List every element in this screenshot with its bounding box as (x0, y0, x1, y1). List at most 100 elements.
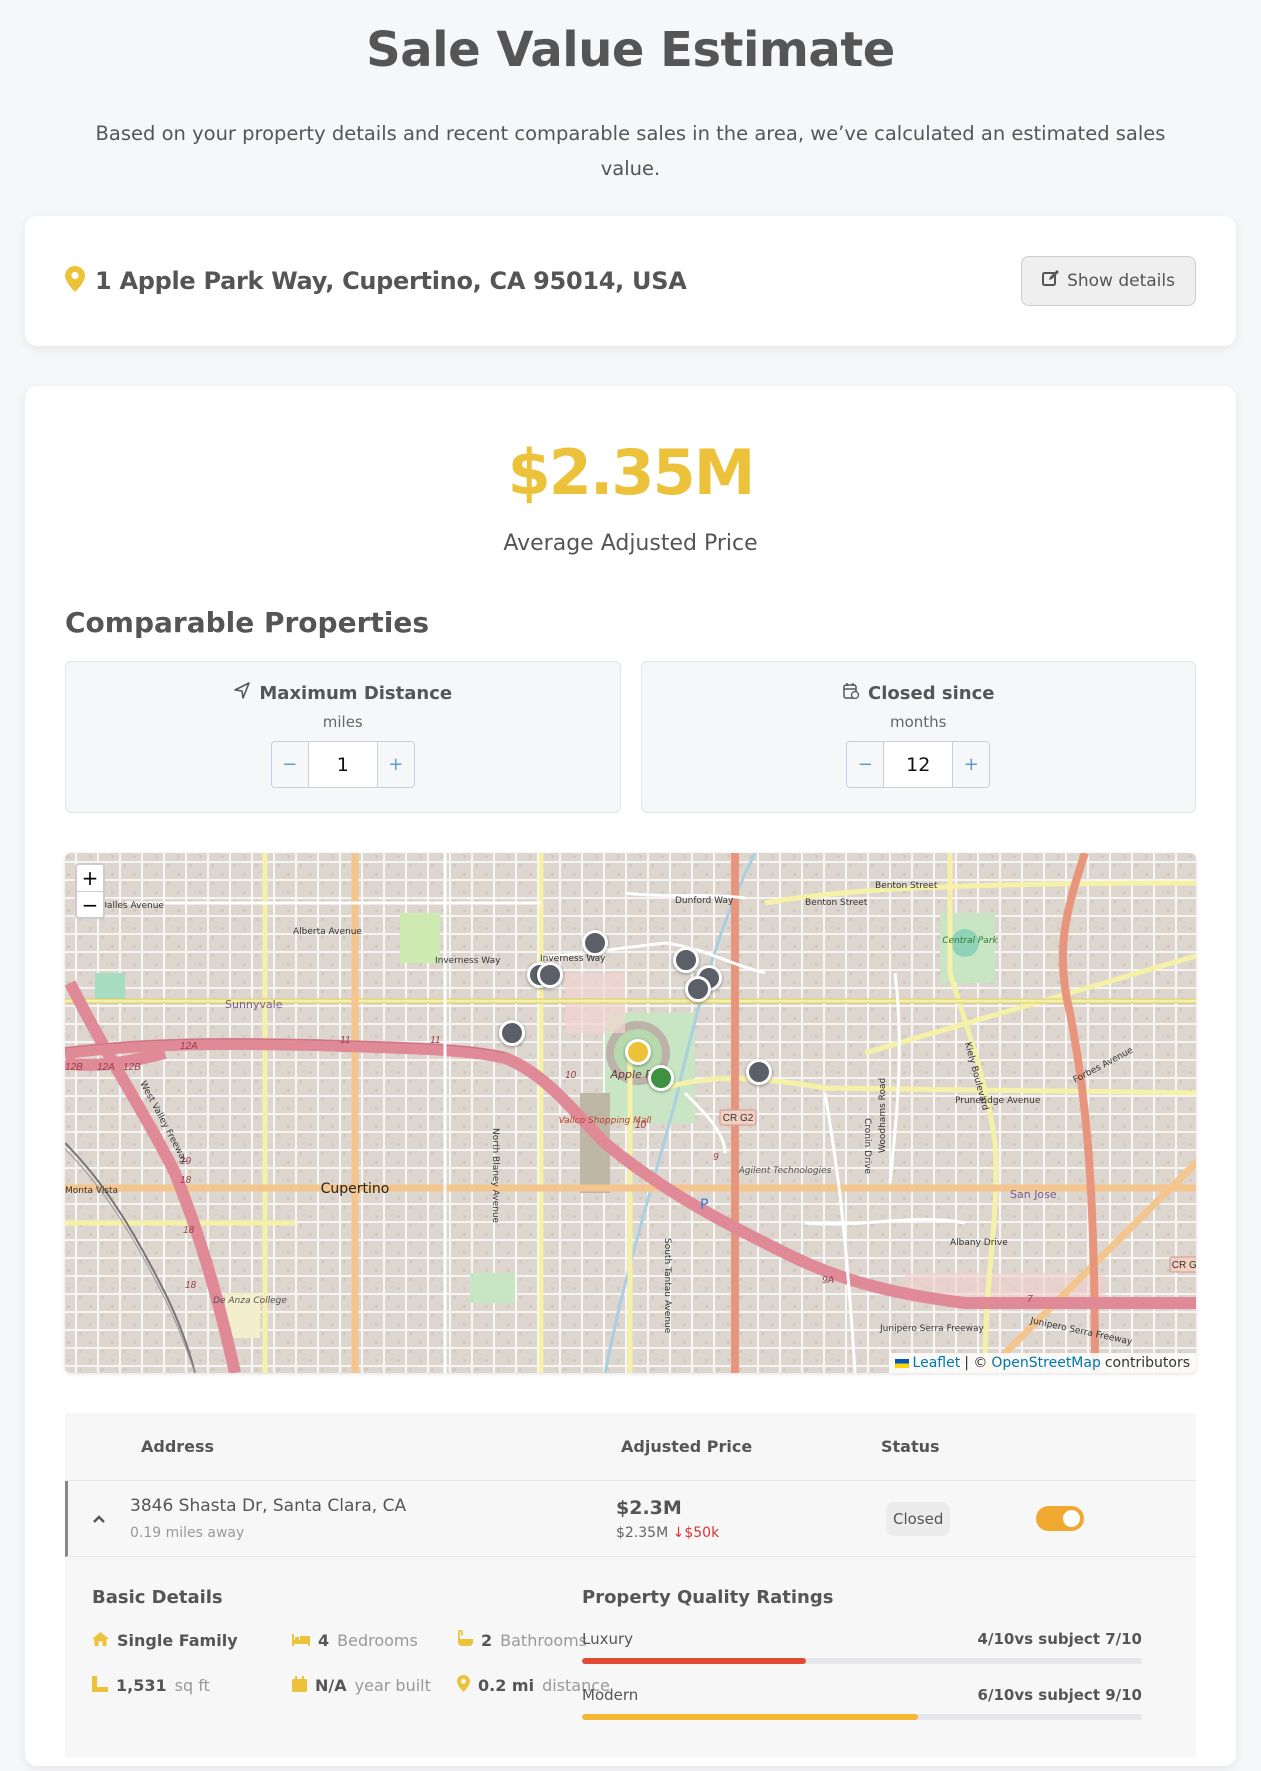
comparable-marker[interactable] (673, 947, 699, 973)
svg-text:10: 10 (635, 1120, 647, 1131)
zoom-in-button[interactable]: + (77, 865, 103, 891)
map-pin-icon (457, 1675, 470, 1696)
show-details-button[interactable]: Show details (1021, 256, 1196, 306)
table-header: Address Adjusted Price Status (65, 1413, 1196, 1481)
closed-since-unit: months (890, 713, 947, 731)
comparables-title: Comparable Properties (65, 606, 430, 639)
map-zoom-control: + − (75, 863, 105, 919)
comparables-map[interactable]: CR G2 CR G4 11 11 12A 12B 12A 12B 10 10 18 18 1… (65, 853, 1196, 1373)
navigation-icon (233, 682, 251, 705)
comparable-marker[interactable] (582, 930, 608, 956)
map-pin-icon (65, 266, 85, 296)
page-title: Sale Value Estimate (366, 22, 895, 78)
quality-ratings: Property Quality Ratings Luxury 4/10vs s… (582, 1587, 1169, 1757)
map-label-agilent: Agilent Technologies (738, 1166, 832, 1176)
collapse-row-button[interactable] (68, 1509, 130, 1528)
leaflet-link[interactable]: Leaflet (912, 1355, 961, 1371)
map-tiles[interactable]: CR G2 CR G4 11 11 12A 12B 12A 12B 10 10 18 18 1… (65, 853, 1196, 1373)
comparable-marker[interactable] (537, 962, 563, 988)
map-label-woodhams: Woodhams Road (878, 1078, 888, 1153)
rating-bar (582, 1658, 1142, 1664)
calendar-clock-icon (842, 682, 860, 705)
estimated-value: $2.35M (507, 436, 756, 509)
closed-since-stepper: − + (846, 741, 991, 788)
svg-text:9: 9 (713, 1152, 719, 1163)
comparable-details: Basic Details Single Family 4 Bedrooms (65, 1557, 1196, 1757)
map-label-benton-2: Benton Street (875, 881, 938, 891)
map-label-monta-vista: Monta Vista (65, 1186, 118, 1196)
map-label-junipero-1: Junipero Serra Freeway (879, 1324, 985, 1334)
estimated-value-label: Average Adjusted Price (503, 531, 758, 556)
zoom-out-button[interactable]: − (77, 891, 103, 917)
chevron-up-icon (92, 1509, 106, 1528)
arrow-down-icon: ↓ (672, 1524, 685, 1541)
map-label-san-jose: San Jose (1010, 1188, 1057, 1201)
svg-text:10: 10 (565, 1070, 577, 1081)
max-distance-input[interactable] (307, 742, 378, 787)
max-distance-stepper: − + (270, 741, 415, 788)
svg-text:12B: 12B (65, 1062, 83, 1073)
openstreetmap-link[interactable]: OpenStreetMap (991, 1355, 1101, 1371)
comparables-table: Address Adjusted Price Status 3846 Shast… (65, 1413, 1196, 1757)
bed-icon (292, 1631, 310, 1650)
svg-text:18: 18 (185, 1280, 197, 1291)
subject-property-marker[interactable] (625, 1039, 651, 1065)
rating-label: Modern (582, 1686, 639, 1704)
comparable-marker[interactable] (499, 1020, 525, 1046)
comparable-price-delta: $50k (684, 1524, 720, 1541)
rating-bar (582, 1714, 1142, 1720)
subject-address-card: 1 Apple Park Way, Cupertino, CA 95014, U… (25, 216, 1236, 346)
svg-text:12A: 12A (97, 1062, 115, 1073)
home-icon (92, 1631, 109, 1650)
map-label-pruneridge: Pruneridge Avenue (955, 1096, 1041, 1106)
status-badge: Closed (886, 1501, 951, 1536)
bath-icon (457, 1629, 473, 1651)
closed-since-decrement[interactable]: − (847, 742, 884, 787)
comparable-address: 3846 Shasta Dr, Santa Clara, CA (130, 1496, 407, 1516)
closed-since-input[interactable] (883, 742, 954, 787)
rating-modern: Modern 6/10vs subject 9/10 (582, 1686, 1142, 1720)
year-built: N/A year built (292, 1675, 457, 1696)
rating-label: Luxury (582, 1630, 634, 1648)
max-distance-unit: miles (322, 713, 363, 731)
comparable-marker[interactable] (746, 1059, 772, 1085)
map-label-benton-1: Benton Street (805, 898, 868, 908)
page-subtitle: Based on your property details and recen… (95, 122, 1166, 180)
basic-details-title: Basic Details (92, 1587, 223, 1608)
table-row[interactable]: 3846 Shasta Dr, Santa Clara, CA 0.19 mil… (65, 1481, 1196, 1557)
selected-comparable-marker[interactable] (648, 1065, 674, 1091)
bathrooms: 2 Bathrooms (457, 1629, 597, 1651)
estimate-card: $2.35M Average Adjusted Price Comparable… (25, 386, 1236, 1766)
map-label-central-park: Central Park (942, 936, 998, 946)
column-adjusted-price: Adjusted Price (621, 1437, 753, 1456)
bedrooms: 4 Bedrooms (292, 1630, 457, 1651)
rating-value: 6/10vs subject 9/10 (977, 1686, 1142, 1704)
quality-ratings-title: Property Quality Ratings (582, 1587, 834, 1608)
include-comparable-toggle[interactable] (1036, 1506, 1084, 1531)
attribution-separator: | © (964, 1355, 988, 1371)
column-address: Address (141, 1437, 215, 1456)
square-footage: 1,531 sq ft (92, 1675, 292, 1696)
column-status: Status (881, 1437, 940, 1456)
rating-value: 4/10vs subject 7/10 (977, 1630, 1142, 1648)
max-distance-filter: Maximum Distance miles − + (65, 661, 621, 813)
map-label-albany: Albany Drive (950, 1238, 1008, 1248)
distance: 0.2 mi distance (457, 1675, 610, 1696)
svg-text:12A: 12A (180, 1041, 198, 1052)
map-label-inverness-2: Inverness Way (540, 954, 606, 964)
comparable-filters: Maximum Distance miles − + Closed since … (65, 661, 1196, 813)
comparable-marker[interactable] (685, 976, 711, 1002)
comparable-original-price: $2.35M (616, 1524, 669, 1541)
max-distance-increment[interactable]: + (377, 742, 414, 787)
closed-since-increment[interactable]: + (953, 742, 990, 787)
map-label-s-tantau: South Tantau Avenue (662, 1238, 672, 1334)
svg-text:18: 18 (183, 1225, 195, 1236)
svg-text:18: 18 (180, 1175, 192, 1186)
show-details-label: Show details (1067, 271, 1175, 291)
max-distance-decrement[interactable]: − (271, 742, 308, 787)
map-attribution: Leaflet | © OpenStreetMap contributors (888, 1353, 1196, 1373)
svg-text:11: 11 (430, 1035, 440, 1046)
comparable-adjusted-price: $2.3M (616, 1496, 682, 1519)
map-label-dalles: Dalles Avenue (100, 901, 164, 911)
